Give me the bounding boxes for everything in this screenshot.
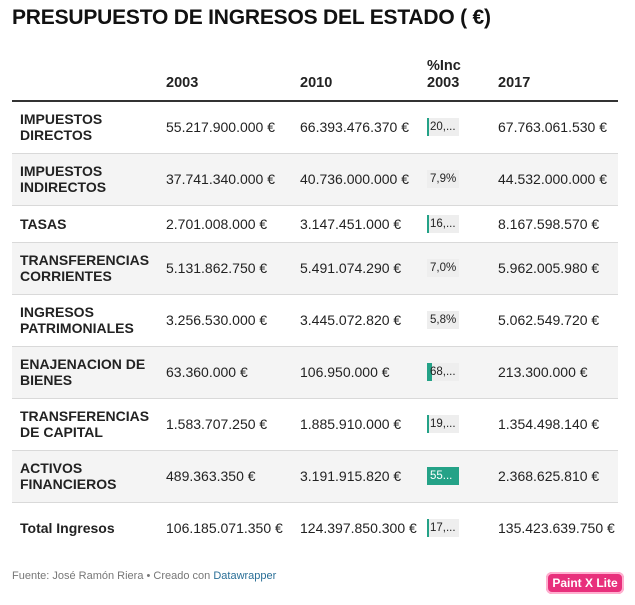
- row-label: Total Ingresos: [20, 520, 115, 537]
- cell-2003: 63.360.000 €: [159, 346, 293, 399]
- cell-inc-2003: 19,...: [427, 398, 491, 451]
- cell-2010: 106.950.000 €: [293, 346, 427, 399]
- inc-bar-fill: [427, 214, 429, 233]
- inc-bar-fill: [427, 415, 429, 433]
- cell-2010: 66.393.476.370 €: [293, 101, 427, 154]
- inc-bar: 55...: [427, 467, 459, 485]
- cell-2017: 5.062.549.720 €: [491, 294, 618, 347]
- cell-2010: 3.445.072.820 €: [293, 294, 427, 347]
- cell-2010: 3.191.915.820 €: [293, 450, 427, 503]
- income-table: 2003 2010 %Inc 2003 2017 IMPUESTOS DIREC…: [12, 54, 618, 554]
- table-row: Total Ingresos 106.185.071.350 € 124.397.8…: [12, 502, 618, 554]
- inc-value-label: 17,...: [430, 522, 456, 535]
- inc-bar-fill: [427, 519, 429, 538]
- inc-bar: 5,8%: [427, 311, 459, 329]
- cell-2017: 44.532.000.000 €: [491, 153, 618, 206]
- row-label: ACTIVOS FINANCIEROS: [12, 450, 159, 503]
- row-label: TASAS: [12, 205, 159, 243]
- inc-bar-fill: [427, 363, 432, 381]
- inc-bar: 7,9%: [427, 170, 459, 188]
- inc-bar: 16,...: [427, 214, 459, 233]
- row-label: IMPUESTOS DIRECTOS: [12, 101, 159, 154]
- inc-bar-fill: [427, 467, 459, 485]
- cell-inc-2003: 20,...: [427, 101, 491, 154]
- footer-source: Fuente: José Ramón Riera • Creado con: [12, 570, 214, 582]
- table-row: TRANSFERENCIAS CORRIENTES 5.131.862.750 €…: [12, 242, 618, 295]
- header-2017[interactable]: 2017: [491, 54, 618, 102]
- paint-x-lite-logo: Paint X Lite: [546, 572, 624, 594]
- cell-2010: 3.147.451.000 €: [293, 205, 427, 243]
- cell-inc-2003: 7,0%: [427, 242, 491, 295]
- cell-2003: 2.701.008.000 €: [159, 205, 293, 243]
- row-label: TRANSFERENCIAS DE CAPITAL: [12, 398, 159, 451]
- cell-2017: 8.167.598.570 €: [491, 205, 618, 243]
- datawrapper-link[interactable]: Datawrapper: [213, 570, 277, 582]
- table-row: IMPUESTOS INDIRECTOS 37.741.340.000 €40.7…: [12, 153, 618, 206]
- cell-2003: 489.363.350 €: [159, 450, 293, 503]
- cell-inc-2003: 5,8%: [427, 294, 491, 347]
- table-row: ACTIVOS FINANCIEROS 489.363.350 €3.191.91…: [12, 450, 618, 503]
- cell-2017: 2.368.625.810 €: [491, 450, 618, 503]
- cell-2017: 5.962.005.980 €: [491, 242, 618, 295]
- cell-2003: 5.131.862.750 €: [159, 242, 293, 295]
- row-label: ENAJENACION DE BIENES: [12, 346, 159, 399]
- header-label[interactable]: [12, 54, 159, 102]
- cell-2017: 213.300.000 €: [491, 346, 618, 399]
- cell-inc-2003: 17,...: [427, 502, 491, 554]
- cell-2017: 135.423.639.750 €: [498, 520, 615, 537]
- header-2003[interactable]: 2003: [159, 54, 293, 102]
- cell-2010: 40.736.000.000 €: [293, 153, 427, 206]
- row-label: TRANSFERENCIAS CORRIENTES: [12, 242, 159, 295]
- table-row: TASAS 2.701.008.000 €3.147.451.000 €16,..…: [12, 205, 618, 243]
- cell-2017: 67.763.061.530 €: [491, 101, 618, 154]
- cell-2003: 3.256.530.000 €: [159, 294, 293, 347]
- cell-2003: 1.583.707.250 €: [159, 398, 293, 451]
- inc-bar: 68,...: [427, 363, 459, 381]
- inc-bar-fill: [427, 118, 429, 137]
- cell-inc-2003: 55...: [427, 450, 491, 503]
- cell-2010: 5.491.074.290 €: [293, 242, 427, 295]
- table-row: ENAJENACION DE BIENES 63.360.000 €106.950…: [12, 346, 618, 399]
- inc-value-label: 20,...: [430, 121, 456, 134]
- inc-value-label: 68,...: [430, 366, 456, 378]
- table-row: TRANSFERENCIAS DE CAPITAL 1.583.707.250 €…: [12, 398, 618, 451]
- inc-bar: 19,...: [427, 415, 459, 433]
- inc-value-label: 55...: [430, 470, 453, 482]
- inc-bar: 7,0%: [427, 259, 459, 277]
- cell-2017: 1.354.498.140 €: [491, 398, 618, 451]
- inc-value-label: 5,8%: [430, 314, 457, 326]
- table-row: IMPUESTOS DIRECTOS 55.217.900.000 €66.393…: [12, 101, 618, 154]
- table-header-row: 2003 2010 %Inc 2003 2017: [12, 54, 618, 102]
- inc-bar: 17,...: [427, 519, 459, 538]
- header-inc-2003[interactable]: %Inc 2003: [427, 54, 491, 102]
- cell-2003: 55.217.900.000 €: [159, 101, 293, 154]
- footer-credit: Fuente: José Ramón Riera • Creado con Da…: [12, 570, 276, 582]
- cell-inc-2003: 16,...: [427, 205, 491, 243]
- cell-2010: 1.885.910.000 €: [293, 398, 427, 451]
- page-title: PRESUPUESTO DE INGRESOS DEL ESTADO ( €): [12, 6, 491, 29]
- inc-value-label: 19,...: [430, 418, 456, 430]
- inc-value-label: 7,9%: [430, 173, 457, 185]
- inc-bar: 20,...: [427, 118, 459, 137]
- cell-inc-2003: 7,9%: [427, 153, 491, 206]
- cell-2003: 37.741.340.000 €: [159, 153, 293, 206]
- cell-inc-2003: 68,...: [427, 346, 491, 399]
- cell-2003: 106.185.071.350 €: [166, 520, 283, 537]
- table-row: INGRESOS PATRIMONIALES 3.256.530.000 €3.4…: [12, 294, 618, 347]
- row-label: INGRESOS PATRIMONIALES: [12, 294, 159, 347]
- cell-2010: 124.397.850.300 €: [300, 520, 417, 537]
- row-label: IMPUESTOS INDIRECTOS: [12, 153, 159, 206]
- header-2010[interactable]: 2010: [293, 54, 427, 102]
- inc-value-label: 7,0%: [430, 262, 457, 274]
- inc-value-label: 16,...: [430, 217, 456, 230]
